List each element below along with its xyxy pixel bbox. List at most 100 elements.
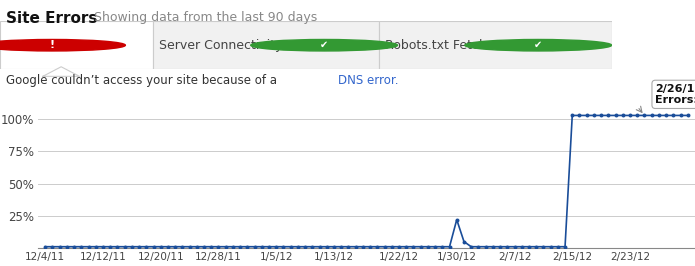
- Point: [270, 244, 281, 249]
- Point: [436, 244, 448, 249]
- Point: [329, 244, 340, 249]
- Point: [574, 113, 585, 118]
- Point: [372, 244, 383, 249]
- Text: ✔: ✔: [534, 40, 542, 50]
- Point: [242, 244, 253, 249]
- Point: [653, 113, 664, 118]
- Point: [459, 239, 470, 244]
- Point: [83, 244, 94, 249]
- Point: [191, 244, 202, 249]
- Point: [300, 244, 311, 249]
- Point: [140, 244, 152, 249]
- Point: [400, 244, 411, 249]
- Point: [148, 244, 159, 249]
- Point: [40, 244, 51, 249]
- Point: [675, 113, 686, 118]
- Point: [170, 244, 181, 249]
- Point: [581, 113, 592, 118]
- Text: Site Errors: Site Errors: [6, 11, 97, 26]
- Point: [199, 244, 210, 249]
- FancyBboxPatch shape: [0, 21, 153, 69]
- Point: [682, 113, 694, 118]
- Point: [306, 244, 318, 249]
- Point: [379, 244, 390, 249]
- Circle shape: [251, 39, 398, 51]
- FancyBboxPatch shape: [153, 21, 379, 69]
- Point: [617, 113, 628, 118]
- Point: [47, 244, 58, 249]
- Point: [509, 244, 520, 249]
- Point: [408, 244, 419, 249]
- Point: [523, 244, 534, 249]
- Point: [487, 244, 498, 249]
- Point: [538, 244, 549, 249]
- Point: [126, 244, 138, 249]
- Point: [314, 244, 325, 249]
- Point: [278, 244, 289, 249]
- Point: [177, 244, 188, 249]
- Point: [350, 244, 361, 249]
- Point: [235, 244, 246, 249]
- Point: [119, 244, 130, 249]
- Point: [480, 244, 491, 249]
- Text: ✔: ✔: [320, 40, 328, 50]
- Point: [625, 113, 636, 118]
- Point: [76, 244, 87, 249]
- Point: [249, 244, 260, 249]
- Circle shape: [465, 39, 612, 51]
- Point: [393, 244, 404, 249]
- Point: [61, 244, 72, 249]
- Point: [473, 244, 484, 249]
- Point: [105, 244, 116, 249]
- Point: [386, 244, 398, 249]
- Text: Robots.txt Fetch: Robots.txt Fetch: [385, 39, 487, 52]
- Point: [632, 113, 643, 118]
- Polygon shape: [43, 67, 79, 76]
- Point: [336, 244, 347, 249]
- Point: [444, 244, 455, 249]
- Point: [660, 113, 671, 118]
- Point: [163, 244, 174, 249]
- Point: [610, 113, 621, 118]
- Point: [559, 244, 571, 249]
- Point: [206, 244, 217, 249]
- Point: [293, 244, 304, 249]
- Point: [54, 244, 65, 249]
- Point: [69, 244, 80, 249]
- Point: [553, 244, 564, 249]
- Point: [365, 244, 376, 249]
- FancyBboxPatch shape: [379, 21, 612, 69]
- Point: [668, 113, 679, 118]
- Point: [213, 244, 224, 249]
- Point: [256, 244, 268, 249]
- Point: [285, 244, 296, 249]
- Point: [566, 113, 578, 118]
- Point: [646, 113, 657, 118]
- Point: [639, 113, 650, 118]
- Point: [90, 244, 101, 249]
- Text: Server Connectivity: Server Connectivity: [159, 39, 282, 52]
- Text: Google couldn’t access your site because of a: Google couldn’t access your site because…: [6, 74, 280, 88]
- Point: [516, 244, 528, 249]
- Point: [112, 244, 123, 249]
- Point: [357, 244, 368, 249]
- Point: [415, 244, 426, 249]
- Point: [603, 113, 614, 118]
- Point: [227, 244, 238, 249]
- Text: 2/26/12
Errors: 66: 2/26/12 Errors: 66: [655, 84, 695, 105]
- Point: [343, 244, 354, 249]
- Point: [423, 244, 434, 249]
- Point: [97, 244, 108, 249]
- Point: [321, 244, 332, 249]
- Circle shape: [0, 39, 125, 51]
- Point: [502, 244, 513, 249]
- Point: [466, 244, 477, 249]
- Point: [220, 244, 231, 249]
- Point: [155, 244, 166, 249]
- Text: DNS error.: DNS error.: [338, 74, 398, 88]
- Point: [495, 244, 506, 249]
- Point: [451, 218, 462, 222]
- Point: [133, 244, 145, 249]
- Text: !: !: [49, 40, 54, 50]
- Point: [530, 244, 541, 249]
